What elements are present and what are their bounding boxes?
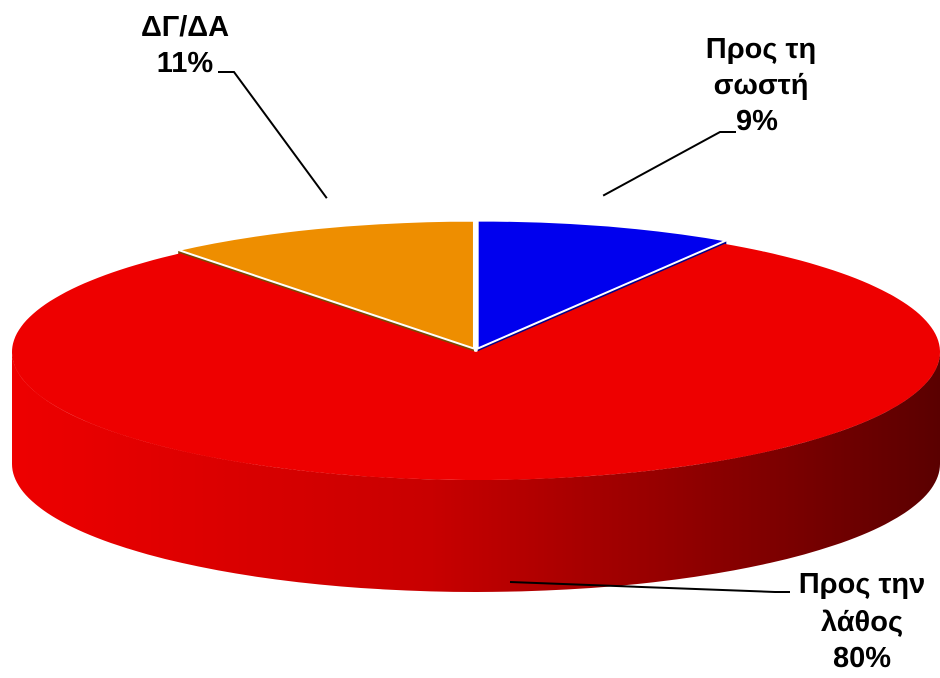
data-label-dg-da: ΔΓ/ΔΑ 11% xyxy=(141,11,229,79)
slice-dg-da xyxy=(174,219,475,351)
data-label-sosti-line-1: Προς τη xyxy=(706,33,816,65)
data-label-lathos-value: 80% xyxy=(833,642,891,673)
leader-line-dg-da xyxy=(218,71,328,199)
data-label-sosti: Προς τη σωστή 9% xyxy=(706,33,816,137)
slice-lathos-side xyxy=(12,352,940,592)
leader-layer xyxy=(218,71,790,593)
slice-sosti xyxy=(476,219,730,351)
leader-line-sosti xyxy=(602,131,736,197)
data-label-sosti-value: 9% xyxy=(736,105,778,137)
data-label-dg-da-value: 11% xyxy=(157,47,214,79)
leader-line-lathos xyxy=(509,581,790,593)
data-label-lathos: Προς την λάθος 80% xyxy=(799,568,926,674)
data-label-dg-da-line-1: ΔΓ/ΔΑ xyxy=(141,11,229,43)
slice-lathos xyxy=(12,243,940,480)
data-label-lathos-line-1: Προς την xyxy=(799,568,926,600)
data-label-sosti-line-2: σωστή xyxy=(714,69,809,101)
data-label-lathos-line-2: λάθος xyxy=(821,606,903,638)
slice-layer xyxy=(12,219,940,592)
